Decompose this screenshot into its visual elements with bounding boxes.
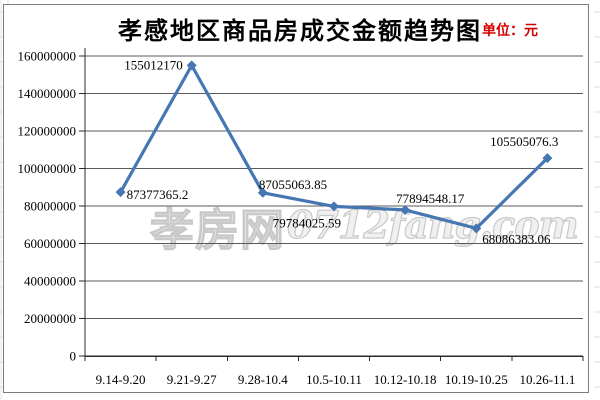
y-tick-label: 0 (70, 349, 77, 364)
y-tick-label: 60000000 (24, 236, 76, 251)
data-point-marker (257, 187, 268, 198)
data-point-label: 68086383.06 (482, 231, 551, 246)
y-tick-label: 160000000 (18, 49, 77, 64)
x-tick-label: 10.26-11.1 (519, 372, 575, 387)
data-point-marker (400, 204, 411, 215)
data-point-label: 77894548.17 (396, 191, 465, 206)
data-point-marker (471, 223, 482, 234)
y-tick-label: 80000000 (24, 199, 76, 214)
y-tick-label: 140000000 (18, 86, 77, 101)
data-point-marker (115, 187, 126, 198)
data-point-label: 155012170 (124, 57, 183, 72)
y-tick-label: 40000000 (24, 274, 76, 289)
data-point-marker (329, 201, 339, 212)
y-tick-label: 100000000 (18, 161, 77, 176)
data-point-label: 87377365.2 (127, 187, 189, 202)
data-point-label: 87055063.85 (259, 177, 327, 192)
data-point-marker (542, 153, 553, 164)
unit-label: 单位：元 (482, 23, 538, 39)
data-point-label: 105505076.3 (490, 134, 558, 149)
chart-title: 孝感地区商品房成交金额趋势图 (118, 17, 482, 45)
x-tick-label: 10.19-10.25 (445, 372, 508, 387)
y-tick-label: 120000000 (18, 124, 77, 139)
x-tick-label: 9.21-9.27 (167, 372, 217, 387)
data-point-label: 79784025.59 (273, 215, 341, 230)
data-point-marker (186, 60, 197, 71)
x-tick-label: 10.5-10.11 (306, 372, 362, 387)
y-tick-label: 20000000 (24, 311, 76, 326)
x-tick-label: 9.28-10.4 (238, 372, 288, 387)
chart-object-border (3, 4, 589, 393)
x-tick-label: 10.12-10.18 (374, 372, 437, 387)
x-tick-label: 9.14-9.20 (96, 372, 146, 387)
